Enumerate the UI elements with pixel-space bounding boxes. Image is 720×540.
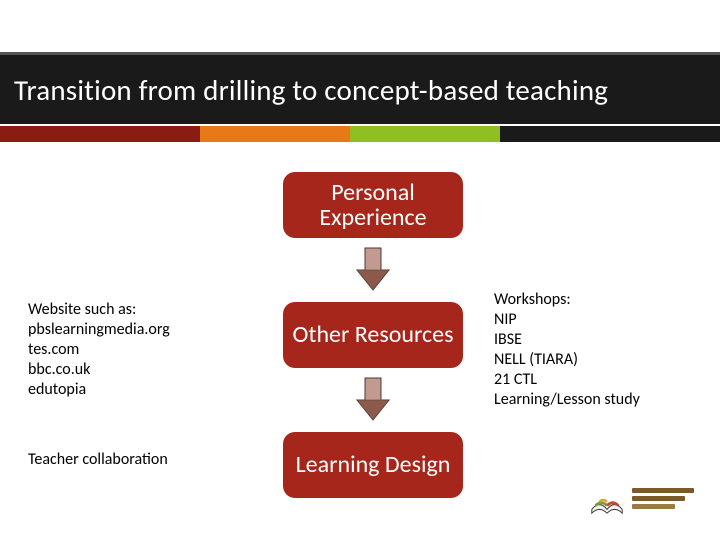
node-label: Other Resources <box>293 322 454 347</box>
arrow-down-icon <box>355 376 391 422</box>
workshops-heading: Workshops: <box>494 290 704 310</box>
arrow-down-icon <box>355 246 391 292</box>
strip-seg-3 <box>350 126 500 142</box>
slide-title: Transition from drilling to concept-base… <box>14 72 608 108</box>
teacher-collab-label: Teacher collaboration <box>28 450 168 469</box>
strip-seg-2 <box>200 126 350 142</box>
color-strip <box>0 126 720 142</box>
left-websites: Website such as: pbslearningmedia.org te… <box>28 300 248 400</box>
node-label: Learning Design <box>296 452 451 477</box>
right-workshops: Workshops: NIP IBSE NELL (TIARA) 21 CTL … <box>494 290 704 410</box>
node-personal-experience: Personal Experience <box>283 172 463 238</box>
book-icon <box>588 479 626 517</box>
slide: Transition from drilling to concept-base… <box>0 0 720 540</box>
arrow-2 <box>355 376 391 422</box>
strip-seg-1 <box>0 126 200 142</box>
logo-text-lines <box>632 488 694 509</box>
arrow-1 <box>355 246 391 292</box>
node-label: Personal Experience <box>291 180 455 230</box>
workshops-list: NIP IBSE NELL (TIARA) 21 CTL Learning/Le… <box>494 310 704 410</box>
strip-seg-4 <box>500 126 720 142</box>
title-band: Transition from drilling to concept-base… <box>0 52 720 124</box>
websites-list: pbslearningmedia.org tes.com bbc.co.uk e… <box>28 320 248 400</box>
org-logo <box>588 474 698 522</box>
node-other-resources: Other Resources <box>283 302 463 368</box>
websites-heading: Website such as: <box>28 300 248 320</box>
node-learning-design: Learning Design <box>283 432 463 498</box>
left-teacher: Teacher collaboration <box>28 450 248 470</box>
